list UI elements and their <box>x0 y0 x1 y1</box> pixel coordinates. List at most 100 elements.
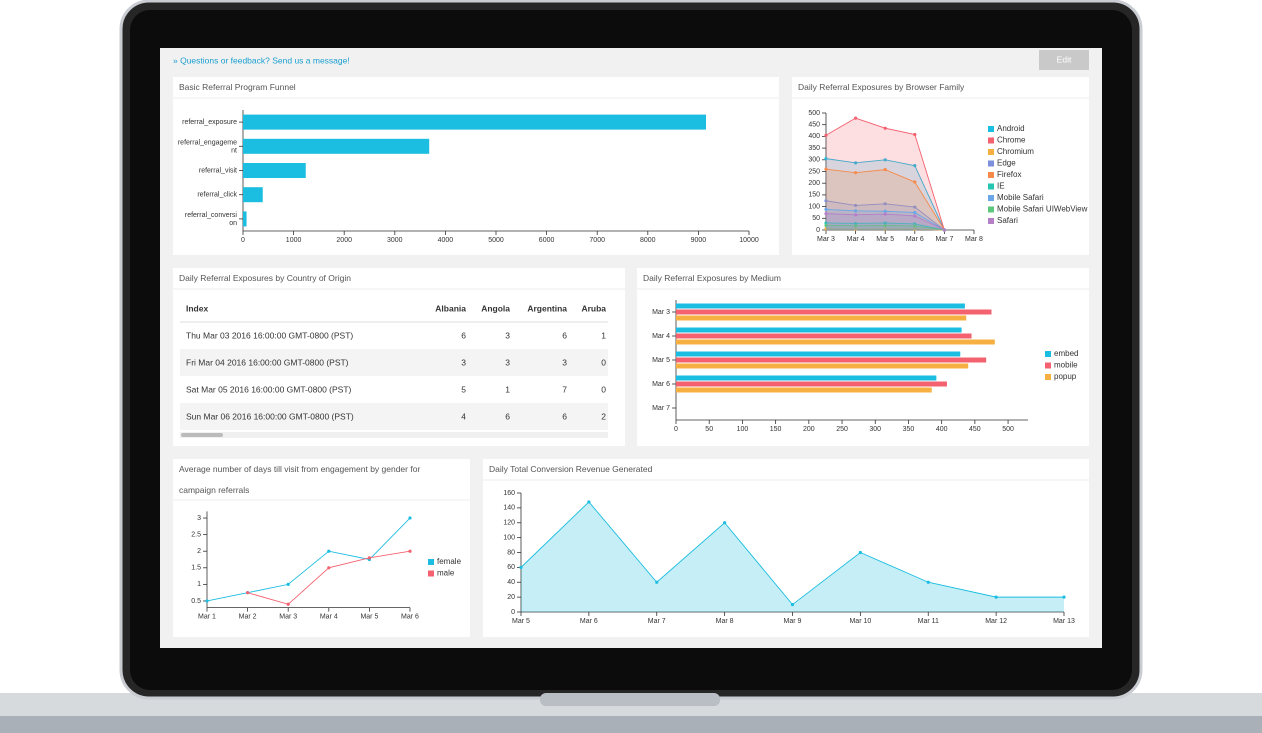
point <box>913 210 917 215</box>
y-tick-label: Mar 4 <box>652 333 670 340</box>
scrollbar[interactable] <box>180 432 608 438</box>
panel-dividers <box>173 97 1089 501</box>
point <box>883 227 887 231</box>
point <box>913 164 917 168</box>
table-cell: 3 <box>505 330 510 340</box>
point <box>883 168 887 172</box>
y-tick-label: Mar 5 <box>652 357 670 364</box>
point <box>913 180 917 184</box>
point <box>942 228 947 232</box>
legend-label: Android <box>997 124 1025 133</box>
y-tick-label: 100 <box>808 203 820 210</box>
edit-button[interactable] <box>1039 50 1089 70</box>
y-tick-label: 2 <box>197 548 201 555</box>
x-tick-label: 150 <box>770 426 782 433</box>
point <box>883 223 887 228</box>
y-tick-label: referral_engageme nt <box>178 139 237 154</box>
x-tick-label: 200 <box>803 426 815 433</box>
legend-label: male <box>437 569 455 578</box>
point <box>824 207 828 212</box>
point <box>408 516 412 520</box>
bar <box>676 375 937 381</box>
point <box>824 212 828 216</box>
point <box>883 221 887 225</box>
bar <box>676 381 947 387</box>
point <box>913 205 917 209</box>
point <box>286 582 290 586</box>
table-cell: Sat Mar 05 2016 16:00:00 GMT-0800 (PST) <box>186 384 352 394</box>
x-tick-label: Mar 3 <box>279 613 297 620</box>
edit-label[interactable]: Edit <box>1057 54 1072 64</box>
point <box>926 580 930 584</box>
area <box>521 501 1064 612</box>
point <box>854 209 858 213</box>
point <box>1062 595 1066 599</box>
y-tick-label: 1.5 <box>191 565 201 572</box>
row-stripe <box>180 349 608 376</box>
x-tick-label: Mar 5 <box>512 618 530 625</box>
table-cell: 5 <box>461 384 466 394</box>
table-cell: Thu Mar 03 2016 16:00:00 GMT-0800 (PST) <box>186 330 353 340</box>
point <box>913 132 917 137</box>
legend-swatch <box>988 218 994 224</box>
point <box>824 157 828 161</box>
legend-label: mobile <box>1054 361 1078 370</box>
point <box>913 227 917 231</box>
legend-swatch <box>988 149 994 155</box>
point <box>824 199 828 203</box>
area <box>826 118 945 230</box>
legend-swatch <box>988 126 994 132</box>
x-tick-label: 9000 <box>691 237 707 244</box>
x-tick-label: Mar 3 <box>817 236 835 243</box>
x-tick-label: Mar 5 <box>360 613 378 620</box>
y-tick-label: 140 <box>503 505 515 512</box>
panel-title: Daily Referral Exposures by Medium <box>643 273 781 283</box>
x-tick-label: Mar 7 <box>935 236 953 243</box>
y-tick-label: Mar 3 <box>652 309 670 316</box>
table-cell: 6 <box>562 411 567 421</box>
y-tick-label: 250 <box>808 168 820 175</box>
bar <box>676 327 962 333</box>
panel <box>483 459 1089 637</box>
point <box>723 521 727 525</box>
legend-label: Chromium <box>997 147 1034 156</box>
x-tick-label: 50 <box>705 426 713 433</box>
x-tick-label: 3000 <box>387 237 403 244</box>
x-tick-label: 450 <box>969 426 981 433</box>
point <box>408 549 412 553</box>
legend-swatch <box>988 160 994 167</box>
column-header: Index <box>186 303 208 313</box>
y-tick-label: 1 <box>197 581 201 588</box>
legend-swatch <box>428 559 434 565</box>
panel-title: Daily Referral Exposures by Browser Fami… <box>798 82 965 92</box>
table-cell: 1 <box>601 330 606 340</box>
point <box>824 133 828 137</box>
scroll-thumb[interactable] <box>181 433 223 437</box>
bar <box>676 333 972 339</box>
point <box>858 550 862 555</box>
x-tick-label: Mar 8 <box>716 618 734 625</box>
bar <box>243 211 247 227</box>
point <box>854 227 858 231</box>
point <box>854 213 858 217</box>
x-tick-label: Mar 7 <box>648 618 666 625</box>
y-tick-label: 20 <box>507 594 515 601</box>
x-tick-label: 250 <box>836 426 848 433</box>
table-cell: 6 <box>505 411 510 421</box>
point <box>854 171 858 175</box>
x-tick-label: Mar 11 <box>918 618 939 625</box>
table-cell: 3 <box>562 357 567 367</box>
x-tick-label: 1000 <box>286 237 302 244</box>
legend-label: popup <box>1054 372 1077 381</box>
legend-swatch <box>1045 351 1051 357</box>
y-tick-label: 400 <box>808 133 820 140</box>
legend-swatch <box>988 195 994 201</box>
feedback-link[interactable]: » Questions or feedback? Send us a messa… <box>173 55 350 65</box>
legend-label: embed <box>1054 349 1078 358</box>
y-tick-label: 350 <box>808 145 820 152</box>
y-tick-label: 3 <box>197 515 201 522</box>
y-tick-label: Mar 6 <box>652 381 670 388</box>
point <box>854 203 858 208</box>
point <box>519 565 523 569</box>
